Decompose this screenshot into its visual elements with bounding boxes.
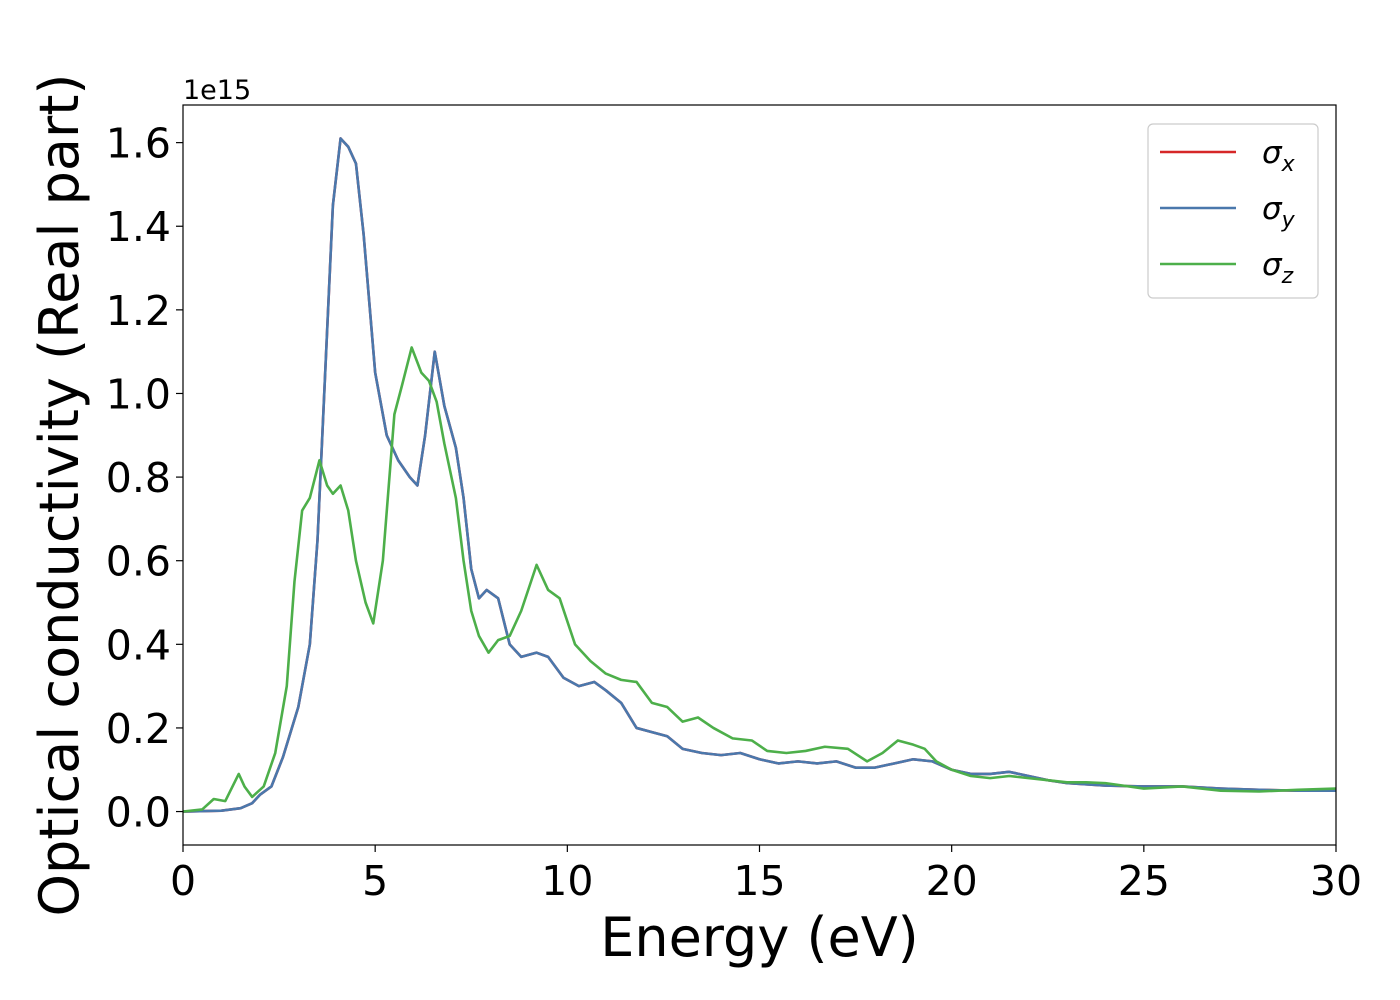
legend-box [1147, 123, 1319, 299]
y-axis-title: Optical conductivity (Real part) [28, 74, 91, 917]
x-tick-label: 15 [733, 857, 785, 905]
y-tick-label: 1.2 [106, 287, 171, 335]
x-axis-ticks: 0 5 10 15 20 25 30 [170, 845, 1362, 905]
legend-label: σz [1262, 247, 1294, 289]
x-tick-label: 30 [1310, 857, 1362, 905]
x-tick-label: 5 [362, 857, 388, 905]
x-tick-label: 10 [541, 857, 593, 905]
y-axis-ticks: 0.0 0.2 0.4 0.6 0.8 1.0 1.2 1.4 1.6 [106, 120, 183, 837]
y-tick-label: 0.4 [106, 621, 171, 669]
legend-label: σx [1262, 135, 1296, 177]
y-axis-offset-label: 1e15 [183, 75, 251, 106]
legend: σx σy σz [1147, 123, 1319, 299]
x-tick-label: 25 [1118, 857, 1170, 905]
y-tick-label: 1.6 [106, 120, 171, 168]
x-tick-label: 0 [170, 857, 196, 905]
x-axis-title: Energy (eV) [600, 906, 919, 969]
series-layer [183, 137, 1336, 813]
y-tick-label: 0.0 [106, 789, 171, 837]
series-line-z [183, 346, 1336, 813]
series-line-y [183, 137, 1336, 813]
y-tick-label: 0.2 [106, 705, 171, 753]
x-tick-label: 20 [926, 857, 978, 905]
legend-label: σy [1262, 191, 1296, 233]
y-tick-label: 0.8 [106, 454, 171, 502]
y-tick-label: 1.0 [106, 370, 171, 418]
y-tick-label: 1.4 [106, 203, 171, 251]
y-tick-label: 0.6 [106, 538, 171, 586]
